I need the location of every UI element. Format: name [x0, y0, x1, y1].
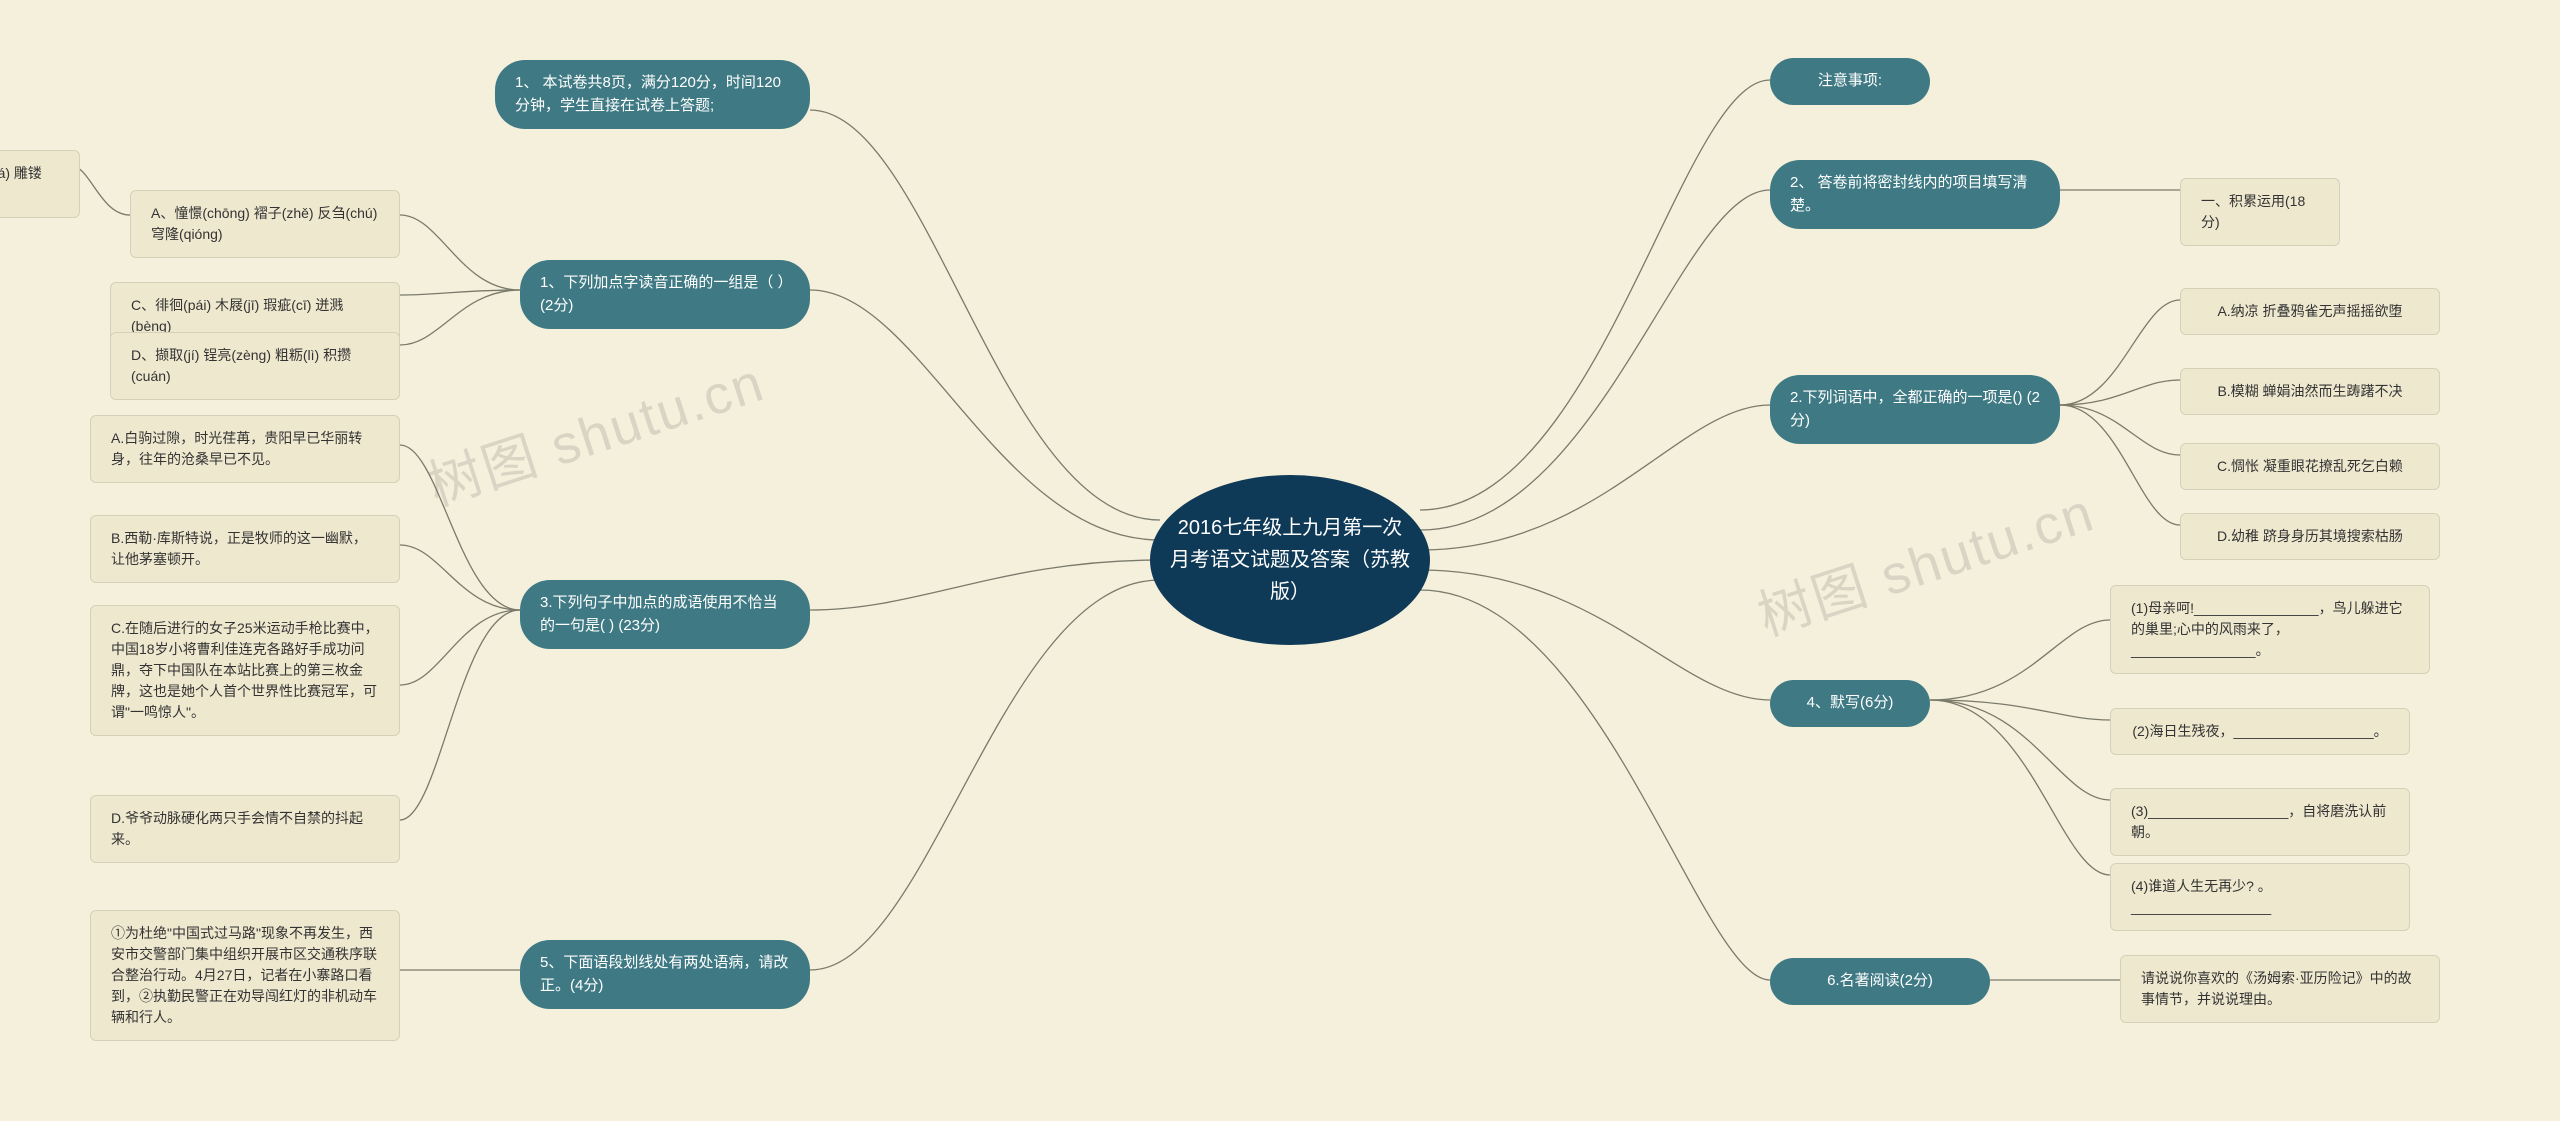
leaf-q4-1: (1)母亲呵!________________，鸟儿躲进它的巢里;心中的风雨来了… [2110, 585, 2430, 674]
branch-q1-pinyin: 1、下列加点字读音正确的一组是（ ）(2分) [520, 260, 810, 329]
branch-notice: 注意事项: [1770, 58, 1930, 105]
leaf-q4-3: (3)__________________，自将磨洗认前朝。 [2110, 788, 2410, 856]
branch-seal-line: 2、 答卷前将密封线内的项目填写清楚。 [1770, 160, 2060, 229]
leaf-q5-text: ①为杜绝"中国式过马路"现象不再发生，西安市交警部门集中组织开展市区交通秩序联合… [90, 910, 400, 1041]
leaf-q3-d: D.爷爷动脉硬化两只手会情不自禁的抖起来。 [90, 795, 400, 863]
branch-exam-info: 1、 本试卷共8页，满分120分，时间120分钟，学生直接在试卷上答题; [495, 60, 810, 129]
leaf-q1-b: B 裨益(bì) 撂开(liào) 找茬(chá) 雕镂(lòu) [0, 150, 80, 218]
watermark: 树图 shutu.cn [1746, 468, 2102, 651]
leaf-q1-d: D、撷取(jí) 锃亮(zèng) 粗粝(lì) 积攒(cuán) [110, 332, 400, 400]
leaf-q6-text: 请说说你喜欢的《汤姆索·亚历险记》中的故事情节，并说说理由。 [2120, 955, 2440, 1023]
leaf-q2-c: C.惆怅 凝重眼花撩乱死乞白赖 [2180, 443, 2440, 490]
leaf-q2-d: D.幼稚 跻身身历其境搜索枯肠 [2180, 513, 2440, 560]
leaf-section1: 一、积累运用(18分) [2180, 178, 2340, 246]
branch-q5-grammar: 5、下面语段划线处有两处语病，请改正。(4分) [520, 940, 810, 1009]
leaf-q4-2: (2)海日生残夜，__________________。 [2110, 708, 2410, 755]
leaf-q2-b: B.模糊 蝉娟油然而生踌躇不决 [2180, 368, 2440, 415]
branch-q3-idiom: 3.下列句子中加点的成语使用不恰当的一句是( ) (23分) [520, 580, 810, 649]
branch-q6-reading: 6.名著阅读(2分) [1770, 958, 1990, 1005]
leaf-q3-a: A.白驹过隙，时光荏苒，贵阳早已华丽转身，往年的沧桑早已不见。 [90, 415, 400, 483]
center-node: 2016七年级上九月第一次月考语文试题及答案（苏教版） [1150, 475, 1430, 645]
leaf-q1-a: A、憧憬(chōng) 褶子(zhě) 反刍(chú) 穹隆(qióng) [130, 190, 400, 258]
leaf-q3-c: C.在随后进行的女子25米运动手枪比赛中，中国18岁小将曹利佳连克各路好手成功问… [90, 605, 400, 736]
leaf-q4-4: (4)谁道人生无再少? 。__________________ [2110, 863, 2410, 931]
branch-q2-words: 2.下列词语中，全都正确的一项是() (2分) [1770, 375, 2060, 444]
watermark: 树图 shutu.cn [416, 338, 772, 521]
leaf-q2-a: A.纳凉 折叠鸦雀无声摇摇欲堕 [2180, 288, 2440, 335]
leaf-q3-b: B.西勒·库斯特说，正是牧师的这一幽默，让他茅塞顿开。 [90, 515, 400, 583]
branch-q4-dictation: 4、默写(6分) [1770, 680, 1930, 727]
